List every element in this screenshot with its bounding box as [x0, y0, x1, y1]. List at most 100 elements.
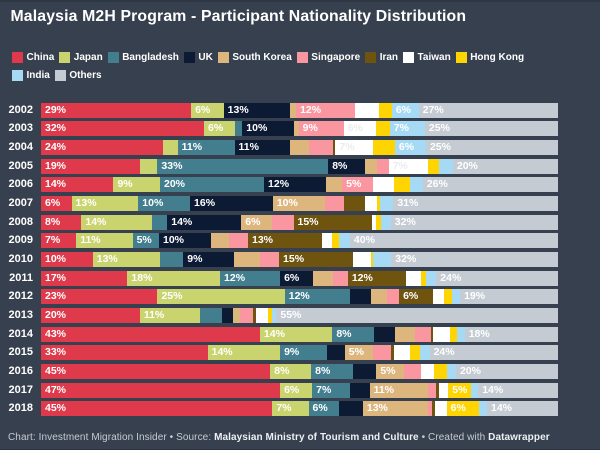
bar-segment-south-korea-2018[interactable]: 13%	[362, 401, 429, 417]
bar-segment-hong-kong-2016[interactable]	[433, 363, 448, 379]
bar-segment-hong-kong-2012[interactable]	[443, 289, 452, 305]
bar-segment-hong-kong-2006[interactable]	[393, 177, 410, 193]
bar-segment-bangladesh-2008[interactable]	[152, 214, 168, 230]
legend-item-taiwan[interactable]: Taiwan	[403, 52, 451, 63]
bar-segment-india-2005[interactable]	[439, 158, 453, 174]
bar-segment-others-2003[interactable]: 25%	[424, 121, 559, 137]
bar-segment-iran-2011[interactable]: 12%	[347, 270, 406, 286]
bar-segment-japan-2011[interactable]: 18%	[127, 270, 221, 286]
bar-segment-japan-2009[interactable]: 11%	[76, 233, 133, 249]
bar-segment-india-2012[interactable]	[451, 289, 461, 305]
legend-item-south-korea[interactable]: South Korea	[217, 52, 292, 63]
bar-segment-iran-2014[interactable]	[430, 326, 434, 342]
legend-item-uk[interactable]: UK	[183, 52, 213, 63]
bar-segment-iran-2017[interactable]	[436, 382, 439, 398]
bar-segment-china-2007[interactable]: 6%	[41, 196, 72, 211]
bar-segment-bangladesh-2006[interactable]: 20%	[160, 177, 265, 193]
bar-segment-uk-2016[interactable]	[352, 363, 377, 379]
bar-segment-others-2009[interactable]: 40%	[349, 233, 559, 249]
bar-segment-india-2011[interactable]	[425, 270, 437, 286]
bar-segment-singapore-2012[interactable]	[386, 289, 400, 305]
bar-segment-south-korea-2016[interactable]: 5%	[376, 363, 405, 379]
bar-segment-singapore-2006[interactable]: 5%	[342, 177, 373, 193]
bar-segment-others-2002[interactable]: 27%	[418, 102, 559, 118]
bar-segment-iran-2018[interactable]	[432, 401, 435, 417]
bar-segment-uk-2011[interactable]: 6%	[280, 270, 314, 286]
bar-segment-singapore-2011[interactable]	[332, 270, 348, 286]
bar-segment-japan-2018[interactable]: 7%	[272, 401, 309, 417]
bar-segment-taiwan-2013[interactable]	[256, 308, 268, 323]
bar-segment-india-2014[interactable]	[456, 326, 465, 342]
bar-segment-others-2017[interactable]: 14%	[478, 382, 559, 398]
bar-segment-others-2006[interactable]: 26%	[422, 177, 559, 193]
bar-segment-china-2003[interactable]: 32%	[41, 121, 204, 137]
bar-segment-south-korea-2012[interactable]	[370, 289, 387, 305]
bar-segment-taiwan-2005[interactable]: 7%	[388, 158, 428, 174]
bar-segment-china-2018[interactable]: 45%	[41, 401, 273, 417]
bar-segment-south-korea-2017[interactable]: 11%	[369, 382, 429, 398]
bar-segment-iran-2010[interactable]: 15%	[279, 252, 353, 267]
bar-segment-uk-2009[interactable]: 10%	[158, 233, 211, 249]
bar-segment-taiwan-2011[interactable]	[405, 270, 422, 286]
bar-segment-taiwan-2016[interactable]	[421, 363, 434, 379]
bar-segment-singapore-2015[interactable]	[373, 345, 391, 361]
bar-segment-singapore-2014[interactable]	[415, 326, 431, 342]
bar-segment-china-2017[interactable]: 47%	[41, 382, 281, 398]
bar-segment-india-2008[interactable]	[380, 214, 391, 230]
bar-segment-south-korea-2014[interactable]	[394, 326, 416, 342]
bar-segment-hong-kong-2011[interactable]	[421, 270, 426, 286]
bar-segment-south-korea-2010[interactable]	[234, 252, 261, 267]
bar-segment-japan-2017[interactable]: 6%	[280, 382, 313, 398]
bar-segment-uk-2015[interactable]	[326, 345, 345, 361]
bar-segment-south-korea-2004[interactable]	[289, 140, 309, 155]
bar-segment-china-2010[interactable]: 10%	[41, 252, 93, 267]
bar-segment-india-2013[interactable]	[271, 308, 277, 323]
bar-segment-hong-kong-2008[interactable]	[375, 214, 381, 230]
bar-segment-taiwan-2012[interactable]	[433, 289, 444, 305]
bar-segment-taiwan-2006[interactable]	[372, 177, 394, 193]
bar-segment-uk-2010[interactable]: 9%	[183, 252, 234, 267]
bar-segment-singapore-2018[interactable]	[428, 401, 433, 417]
bar-segment-others-2012[interactable]: 19%	[460, 289, 559, 305]
bar-segment-india-2010[interactable]	[373, 252, 392, 267]
bar-segment-south-korea-2009[interactable]	[210, 233, 230, 249]
bar-segment-china-2015[interactable]: 33%	[41, 345, 208, 361]
bar-segment-iran-2008[interactable]: 15%	[293, 214, 372, 230]
bar-segment-india-2009[interactable]	[338, 233, 350, 249]
bar-segment-bangladesh-2009[interactable]: 5%	[132, 233, 159, 249]
bar-segment-japan-2003[interactable]: 6%	[204, 121, 236, 137]
bar-segment-bangladesh-2003[interactable]	[235, 121, 243, 137]
bar-segment-china-2004[interactable]: 24%	[41, 140, 163, 155]
bar-segment-china-2005[interactable]: 19%	[41, 158, 140, 174]
bar-segment-iran-2012[interactable]: 6%	[399, 289, 434, 305]
bar-segment-hong-kong-2017[interactable]: 5%	[448, 382, 472, 398]
bar-segment-others-2018[interactable]: 14%	[487, 401, 559, 417]
bar-segment-hong-kong-2010[interactable]	[370, 252, 374, 267]
bar-segment-bangladesh-2014[interactable]: 8%	[332, 326, 374, 342]
bar-segment-china-2016[interactable]: 45%	[41, 363, 271, 379]
bar-segment-uk-2008[interactable]: 14%	[167, 214, 242, 230]
bar-segment-singapore-2002[interactable]: 12%	[296, 102, 356, 118]
bar-segment-japan-2014[interactable]: 14%	[259, 326, 333, 342]
bar-segment-china-2008[interactable]: 8%	[41, 214, 82, 230]
bar-segment-china-2002[interactable]: 29%	[41, 102, 192, 118]
bar-segment-japan-2008[interactable]: 14%	[81, 214, 153, 230]
bar-segment-japan-2013[interactable]: 11%	[139, 308, 200, 323]
bar-segment-hong-kong-2013[interactable]	[267, 308, 272, 323]
bar-segment-singapore-2009[interactable]	[229, 233, 248, 249]
bar-segment-japan-2007[interactable]: 13%	[71, 196, 139, 211]
bar-segment-hong-kong-2018[interactable]: 6%	[446, 401, 480, 417]
bar-segment-bangladesh-2004[interactable]: 11%	[177, 140, 235, 155]
bar-segment-uk-2004[interactable]: 11%	[234, 140, 290, 155]
bar-segment-india-2018[interactable]	[479, 401, 487, 417]
bar-segment-others-2015[interactable]: 24%	[429, 345, 559, 361]
bar-segment-bangladesh-2005[interactable]: 33%	[157, 158, 329, 174]
bar-segment-iran-2007[interactable]	[343, 196, 365, 211]
bar-segment-japan-2004[interactable]	[162, 140, 178, 155]
bar-segment-uk-2005[interactable]: 8%	[328, 158, 365, 174]
bar-segment-uk-2007[interactable]: 16%	[190, 196, 273, 211]
bar-segment-japan-2002[interactable]: 6%	[191, 102, 224, 118]
bar-segment-bangladesh-2013[interactable]	[199, 308, 223, 323]
bar-segment-south-korea-2002[interactable]	[290, 102, 297, 118]
legend-item-bangladesh[interactable]: Bangladesh	[107, 52, 179, 63]
